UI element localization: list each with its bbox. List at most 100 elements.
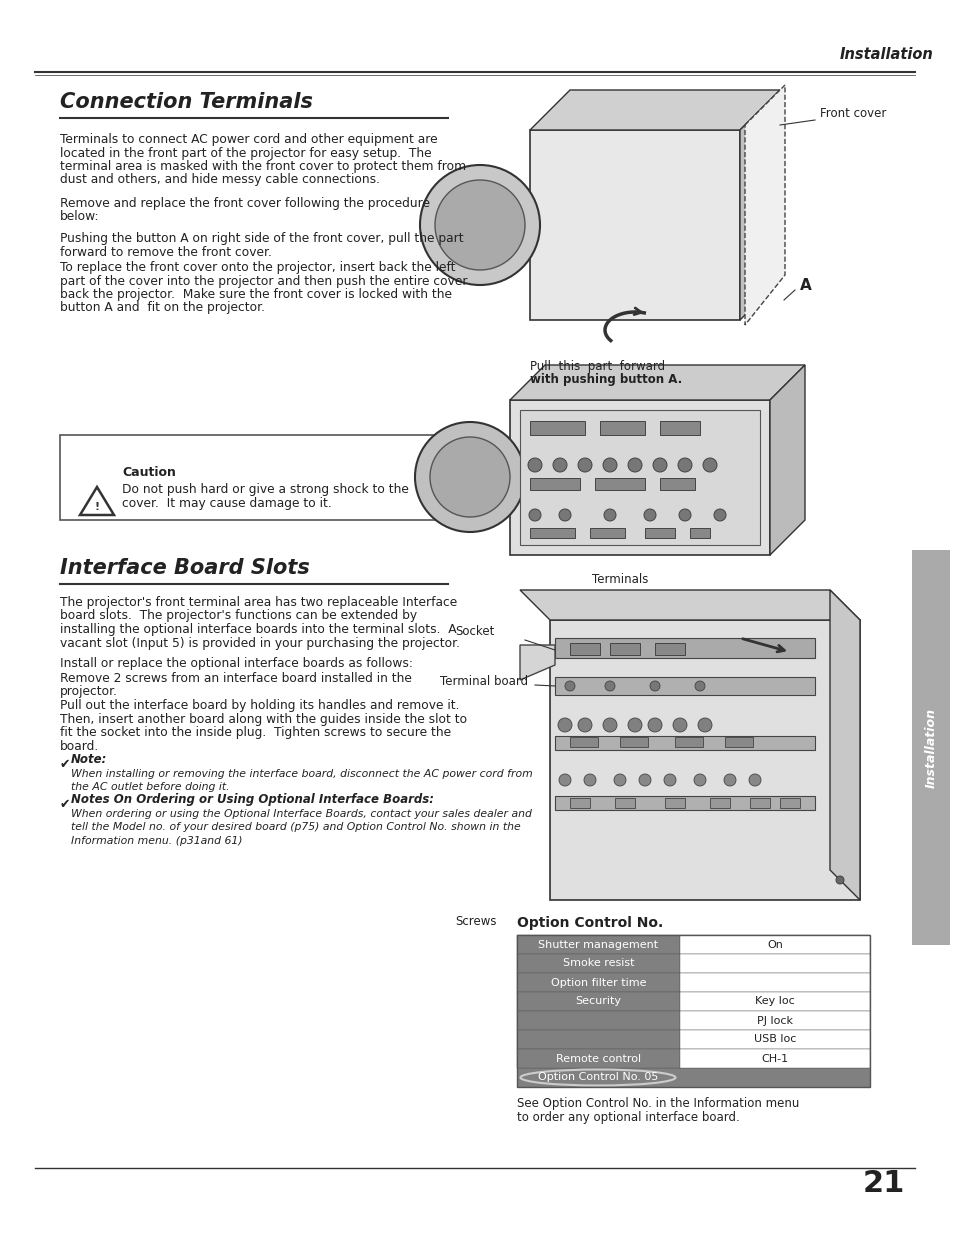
Text: to order any optional interface board.: to order any optional interface board. (517, 1110, 739, 1124)
Circle shape (649, 680, 659, 692)
Text: Terminal board: Terminal board (439, 676, 528, 688)
Bar (530, 529, 575, 538)
Text: with pushing button A.: with pushing button A. (530, 373, 681, 387)
Circle shape (602, 458, 617, 472)
Circle shape (663, 774, 676, 785)
Text: back the projector.  Make sure the front cover is locked with the: back the projector. Make sure the front … (60, 288, 452, 301)
Bar (659, 421, 700, 435)
Text: ✔: ✔ (60, 798, 71, 811)
Text: Socket: Socket (455, 625, 494, 638)
Circle shape (614, 774, 625, 785)
Bar (569, 643, 599, 655)
Bar (724, 737, 752, 747)
Bar (675, 737, 702, 747)
Bar (679, 953, 869, 973)
Bar (780, 798, 800, 808)
Text: Information menu. (p31and 61): Information menu. (p31and 61) (71, 836, 242, 846)
Text: vacant slot (Input 5) is provided in your purchasing the projector.: vacant slot (Input 5) is provided in you… (60, 636, 459, 650)
Bar (517, 953, 679, 973)
Text: button A and  fit on the projector.: button A and fit on the projector. (60, 301, 265, 315)
Bar (517, 935, 679, 953)
Bar (689, 529, 709, 538)
Circle shape (627, 718, 641, 732)
Bar (709, 798, 729, 808)
Bar (664, 798, 684, 808)
Polygon shape (740, 90, 780, 320)
Bar (595, 478, 644, 490)
Text: Caution: Caution (122, 466, 175, 479)
Polygon shape (510, 366, 804, 400)
Circle shape (419, 165, 539, 285)
Polygon shape (519, 645, 555, 680)
Text: On: On (766, 940, 782, 950)
Text: Option Control No. 05: Option Control No. 05 (537, 1072, 658, 1083)
Text: USB loc: USB loc (753, 1035, 796, 1045)
Text: terminal area is masked with the front cover to protect them from: terminal area is masked with the front c… (60, 161, 466, 173)
Circle shape (578, 458, 592, 472)
Bar (530, 421, 584, 435)
Circle shape (564, 680, 575, 692)
Bar (911, 550, 949, 945)
Bar (619, 737, 647, 747)
Bar (679, 1030, 869, 1049)
Circle shape (627, 458, 641, 472)
Text: !: ! (94, 501, 99, 513)
Polygon shape (519, 590, 859, 620)
Text: Then, insert another board along with the guides inside the slot to: Then, insert another board along with th… (60, 713, 467, 725)
Bar (569, 737, 598, 747)
Circle shape (639, 774, 650, 785)
Circle shape (527, 458, 541, 472)
Circle shape (603, 509, 616, 521)
Bar (679, 1049, 869, 1068)
Bar (555, 677, 814, 695)
Bar (679, 935, 869, 953)
Circle shape (529, 509, 540, 521)
Bar (599, 421, 644, 435)
Circle shape (713, 509, 725, 521)
Bar (60, 435, 464, 520)
Text: CH-1: CH-1 (760, 1053, 788, 1063)
Text: ✔: ✔ (60, 758, 71, 771)
Text: Security: Security (575, 997, 620, 1007)
Polygon shape (80, 487, 113, 515)
Text: forward to remove the front cover.: forward to remove the front cover. (60, 246, 272, 258)
Circle shape (558, 509, 571, 521)
Circle shape (602, 718, 617, 732)
Circle shape (693, 774, 705, 785)
Circle shape (679, 509, 690, 521)
Bar (530, 478, 579, 490)
Text: Pushing the button A on right side of the front cover, pull the part: Pushing the button A on right side of th… (60, 232, 463, 245)
Text: Note:: Note: (71, 753, 108, 766)
Text: below:: below: (60, 210, 99, 224)
Circle shape (723, 774, 735, 785)
Text: projector.: projector. (60, 685, 118, 699)
Text: 21: 21 (862, 1170, 904, 1198)
Bar (589, 529, 624, 538)
Text: Pull  this  part  forward: Pull this part forward (530, 359, 664, 373)
Text: Key loc: Key loc (755, 997, 794, 1007)
Text: The projector's front terminal area has two replaceable Interface: The projector's front terminal area has … (60, 597, 456, 609)
Bar (615, 798, 635, 808)
Text: Terminals: Terminals (591, 573, 647, 585)
Circle shape (702, 458, 717, 472)
Bar (679, 992, 869, 1011)
Text: Terminals to connect AC power cord and other equipment are: Terminals to connect AC power cord and o… (60, 133, 437, 146)
Bar (609, 643, 639, 655)
Text: Do not push hard or give a strong shock to the: Do not push hard or give a strong shock … (122, 483, 409, 496)
Polygon shape (550, 620, 859, 900)
Text: Installation: Installation (840, 47, 933, 62)
Bar (555, 797, 814, 810)
Circle shape (583, 774, 596, 785)
Bar (555, 736, 814, 750)
Text: Pull out the interface board by holding its handles and remove it.: Pull out the interface board by holding … (60, 699, 459, 713)
Circle shape (835, 876, 843, 884)
Circle shape (647, 718, 661, 732)
Text: Installation: Installation (923, 708, 937, 788)
Text: When installing or removing the interface board, disconnect the AC power cord fr: When installing or removing the interfac… (71, 769, 532, 779)
Text: When ordering or using the Optional Interface Boards, contact your sales dealer : When ordering or using the Optional Inte… (71, 809, 532, 819)
Circle shape (652, 458, 666, 472)
Circle shape (643, 509, 656, 521)
Bar (517, 992, 679, 1011)
Circle shape (415, 422, 524, 532)
Bar (679, 1011, 869, 1030)
